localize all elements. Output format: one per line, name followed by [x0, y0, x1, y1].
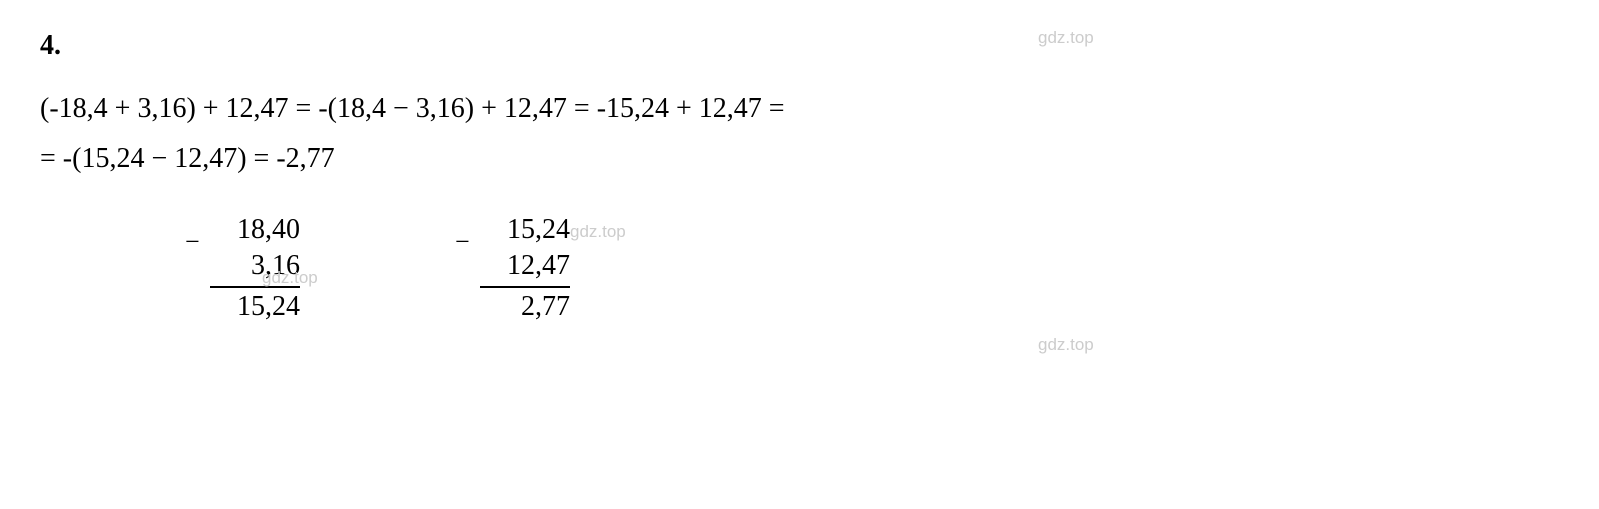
subtrahend-2: 12,47	[480, 248, 570, 288]
subtrahend-1: 3,16	[210, 248, 300, 288]
subtraction-1: − 18,40 3,16 15,24	[210, 212, 300, 324]
minus-sign: −	[185, 227, 200, 257]
equation-line-1: (-18,4 + 3,16) + 12,47 = -(18,4 − 3,16) …	[40, 87, 1559, 132]
equation-line-2: = -(15,24 − 12,47) = -2,77	[40, 137, 1559, 182]
result-2: 2,77	[480, 288, 570, 323]
minuend-1: 18,40	[210, 212, 300, 248]
minuend-2: 15,24	[480, 212, 570, 248]
problem-number: 4.	[40, 30, 1559, 62]
subtraction-2: − 15,24 12,47 2,77	[480, 212, 570, 324]
calculations: − 18,40 3,16 15,24 − 15,24 12,47 2,77	[210, 212, 1559, 324]
minus-sign: −	[455, 227, 470, 257]
result-1: 15,24	[210, 288, 300, 323]
watermark: gdz.top	[1038, 335, 1094, 355]
